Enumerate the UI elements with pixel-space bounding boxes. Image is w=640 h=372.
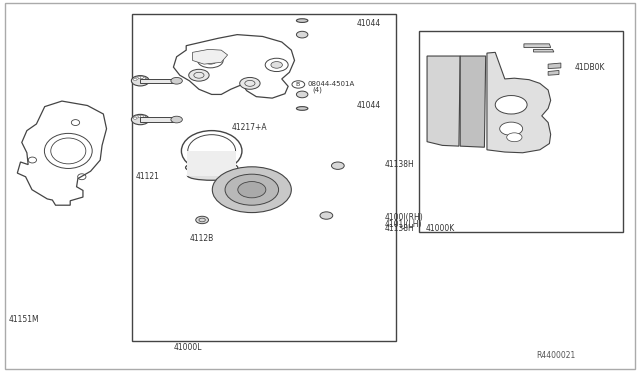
Circle shape bbox=[131, 76, 149, 86]
Circle shape bbox=[133, 117, 137, 119]
Bar bbox=[419, 31, 623, 232]
Text: 41138H: 41138H bbox=[385, 224, 415, 233]
Circle shape bbox=[171, 77, 182, 84]
Bar bbox=[188, 151, 236, 176]
Circle shape bbox=[144, 118, 148, 121]
Circle shape bbox=[332, 162, 344, 169]
Polygon shape bbox=[427, 56, 460, 146]
Circle shape bbox=[143, 117, 147, 119]
Text: 41044: 41044 bbox=[357, 19, 381, 28]
Text: 41DB0K: 41DB0K bbox=[575, 63, 605, 72]
Circle shape bbox=[137, 115, 141, 118]
Polygon shape bbox=[548, 63, 561, 68]
Circle shape bbox=[142, 116, 146, 118]
Circle shape bbox=[131, 114, 149, 125]
Circle shape bbox=[265, 58, 288, 71]
Ellipse shape bbox=[44, 134, 92, 169]
Polygon shape bbox=[524, 44, 550, 48]
Circle shape bbox=[204, 57, 217, 64]
Circle shape bbox=[198, 53, 223, 68]
Circle shape bbox=[292, 81, 305, 88]
Ellipse shape bbox=[188, 171, 236, 180]
Circle shape bbox=[320, 212, 333, 219]
Circle shape bbox=[140, 115, 143, 118]
Polygon shape bbox=[170, 149, 339, 225]
Text: 4112B: 4112B bbox=[189, 234, 214, 243]
Circle shape bbox=[225, 174, 278, 205]
Text: R4400021: R4400021 bbox=[537, 351, 576, 360]
Circle shape bbox=[500, 122, 523, 135]
Circle shape bbox=[137, 76, 141, 78]
Bar bbox=[132, 14, 396, 341]
Text: 41138H: 41138H bbox=[385, 160, 415, 169]
Ellipse shape bbox=[181, 131, 242, 171]
Text: 41044: 41044 bbox=[357, 101, 381, 110]
Text: (4): (4) bbox=[312, 87, 322, 93]
Ellipse shape bbox=[296, 107, 308, 110]
Circle shape bbox=[296, 31, 308, 38]
Polygon shape bbox=[17, 101, 106, 205]
Polygon shape bbox=[487, 52, 550, 153]
Bar bbox=[140, 78, 173, 83]
Bar bbox=[140, 117, 173, 122]
Circle shape bbox=[271, 62, 282, 68]
Circle shape bbox=[189, 69, 209, 81]
Ellipse shape bbox=[191, 163, 232, 171]
Polygon shape bbox=[460, 56, 486, 147]
Circle shape bbox=[144, 80, 148, 82]
Text: 4100I(RH): 4100I(RH) bbox=[385, 213, 424, 222]
Circle shape bbox=[507, 133, 522, 142]
Circle shape bbox=[133, 78, 137, 80]
Polygon shape bbox=[296, 187, 333, 210]
Ellipse shape bbox=[296, 19, 308, 22]
Text: 08044-4501A: 08044-4501A bbox=[307, 81, 355, 87]
Circle shape bbox=[240, 77, 260, 89]
Polygon shape bbox=[548, 70, 559, 75]
Text: 41217: 41217 bbox=[232, 67, 256, 76]
Circle shape bbox=[296, 91, 308, 98]
Text: 41121: 41121 bbox=[135, 172, 159, 181]
Circle shape bbox=[140, 76, 143, 78]
Circle shape bbox=[142, 77, 146, 79]
Polygon shape bbox=[179, 150, 212, 164]
Circle shape bbox=[495, 96, 527, 114]
Text: 4101J(LH): 4101J(LH) bbox=[385, 220, 422, 229]
Text: 41000L: 41000L bbox=[173, 343, 202, 352]
Circle shape bbox=[196, 216, 209, 224]
Polygon shape bbox=[534, 49, 554, 52]
Circle shape bbox=[171, 116, 182, 123]
Circle shape bbox=[143, 78, 147, 80]
Ellipse shape bbox=[51, 138, 86, 164]
Circle shape bbox=[134, 116, 138, 118]
Polygon shape bbox=[193, 161, 314, 214]
Circle shape bbox=[238, 182, 266, 198]
Text: 41000K: 41000K bbox=[426, 224, 455, 233]
Ellipse shape bbox=[186, 161, 238, 173]
Text: B: B bbox=[296, 82, 300, 87]
Circle shape bbox=[212, 167, 291, 212]
Ellipse shape bbox=[188, 135, 236, 167]
Text: 41151M: 41151M bbox=[9, 315, 40, 324]
Polygon shape bbox=[193, 49, 228, 64]
Polygon shape bbox=[173, 35, 294, 98]
Circle shape bbox=[134, 77, 138, 79]
Text: 41217+A: 41217+A bbox=[232, 123, 268, 132]
